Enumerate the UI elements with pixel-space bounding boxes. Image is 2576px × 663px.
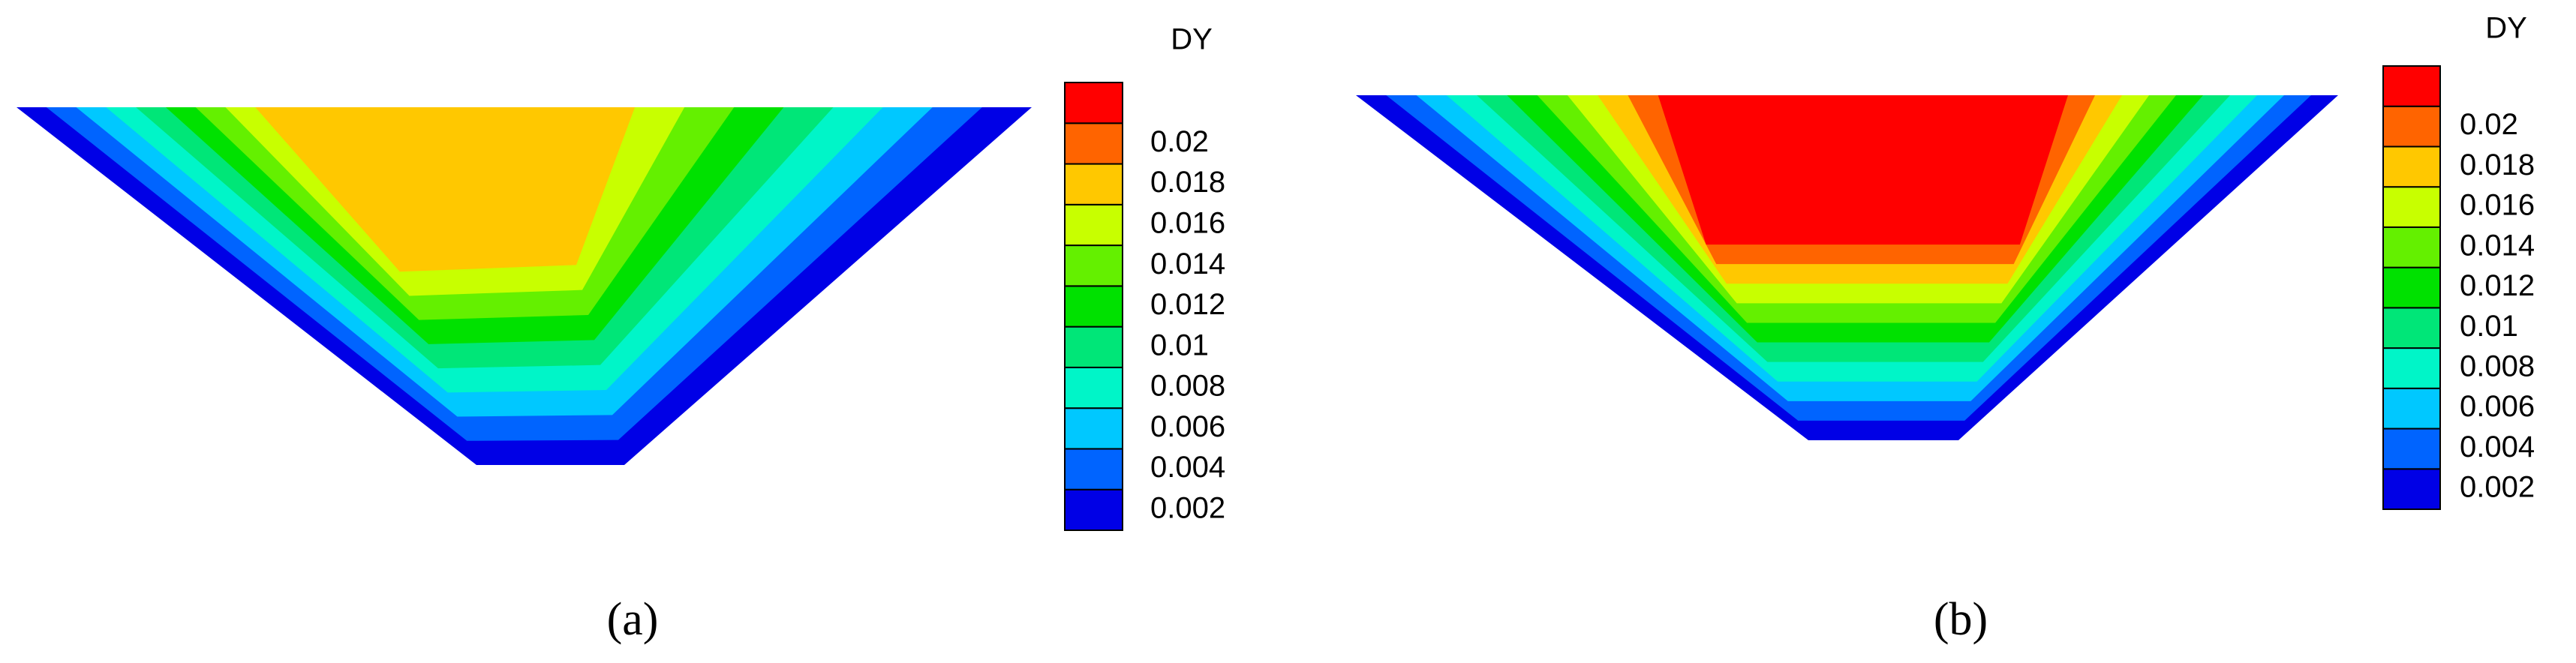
- colorbar-tick-label: 0.002: [1150, 491, 1225, 524]
- colorbar-box: [1064, 488, 1123, 532]
- colorbar-box: [1064, 326, 1123, 368]
- colorbar-title: DY: [1171, 23, 1213, 56]
- colorbar-box: [2382, 387, 2441, 430]
- colorbar-box: [2382, 347, 2441, 389]
- colorbar-box: [2382, 65, 2441, 107]
- colorbar-tick-label: 0.012: [2460, 269, 2535, 302]
- colorbar-tick-label: 0.01: [1150, 328, 1209, 362]
- colorbar-box: [2382, 105, 2441, 148]
- colorbar-tick-label: 0.018: [2460, 148, 2535, 182]
- colorbar-tick-label: 0.002: [2460, 471, 2535, 504]
- contour-band: [255, 107, 636, 272]
- colorbar-box: [1064, 366, 1123, 410]
- colorbar-box: [2382, 146, 2441, 188]
- panel-label: (a): [607, 594, 659, 645]
- colorbar-box: [1064, 82, 1123, 124]
- colorbar-tick-label: 0.006: [1150, 410, 1225, 443]
- colorbar-box: [2382, 226, 2441, 268]
- colorbar-tick-label: 0.01: [2460, 310, 2518, 343]
- colorbar-tick-label: 0.006: [2460, 390, 2535, 423]
- colorbar-tick-label: 0.008: [1150, 370, 1225, 403]
- colorbar-tick-label: 0.012: [1150, 288, 1225, 321]
- colorbar-tick-label: 0.016: [2460, 189, 2535, 222]
- colorbar-box: [1064, 407, 1123, 450]
- colorbar-box: [1064, 163, 1123, 206]
- colorbar-tick-label: 0.008: [2460, 350, 2535, 383]
- colorbar-box: [2382, 307, 2441, 350]
- colorbar-box: [2382, 468, 2441, 510]
- colorbar-tick-label: 0.018: [1150, 166, 1225, 199]
- colorbar-box: [1064, 244, 1123, 287]
- colorbar-tick-label: 0.02: [1150, 125, 1209, 158]
- colorbar-tick-label: 0.014: [1150, 248, 1225, 280]
- colorbar-box: [1064, 203, 1123, 247]
- contour-band: [1658, 95, 2068, 245]
- colorbar-box: [2382, 428, 2441, 470]
- colorbar-tick-label: 0.014: [2460, 229, 2535, 262]
- colorbar-box: [2382, 186, 2441, 228]
- colorbar-tick-label: 0.016: [1150, 207, 1225, 240]
- colorbar-tick-label: 0.004: [2460, 430, 2535, 464]
- colorbar-box: [1064, 122, 1123, 165]
- colorbar-box: [1064, 448, 1123, 490]
- panel-label: (b): [1934, 594, 1988, 645]
- colorbar-title: DY: [2485, 12, 2527, 45]
- colorbar-tick-label: 0.004: [1150, 451, 1225, 484]
- colorbar-box: [2382, 266, 2441, 309]
- colorbar-box: [1064, 285, 1123, 328]
- colorbar-tick-label: 0.02: [2460, 108, 2518, 141]
